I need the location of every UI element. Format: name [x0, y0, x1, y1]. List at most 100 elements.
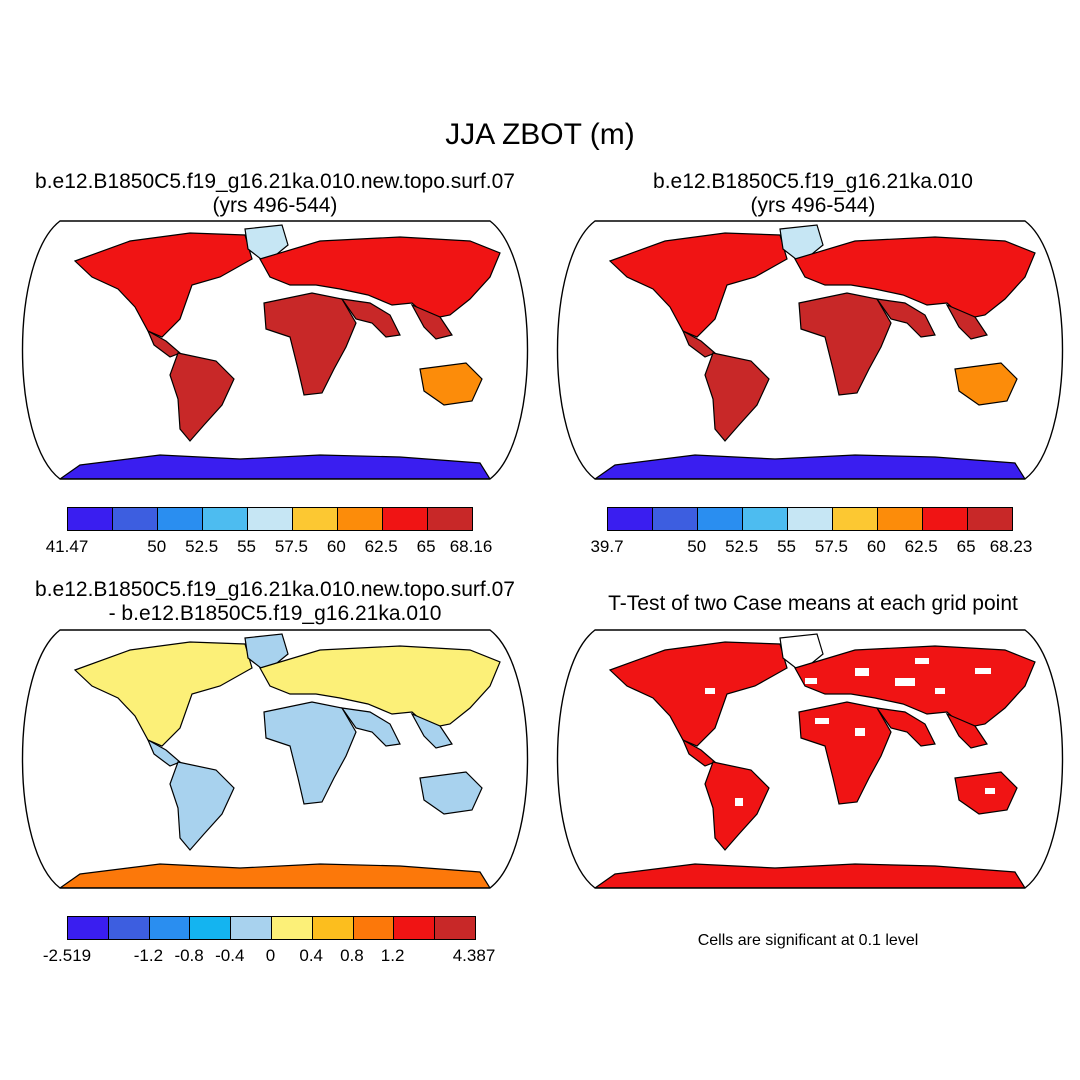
- colorbar-label: 65: [956, 537, 976, 556]
- north-america-region: [73, 232, 253, 338]
- colorbar-swatch: [190, 917, 232, 939]
- colorbar-swatch: [698, 508, 743, 530]
- colorbar-label: 0: [265, 946, 276, 965]
- panel1-title-line1: b.e12.B1850C5.f19_g16.21ka.010.new.topo.…: [35, 170, 515, 193]
- africa-region: [263, 701, 357, 805]
- antarctica-region: [58, 863, 492, 888]
- non-significant-cell: [895, 678, 915, 686]
- africa-region: [798, 701, 892, 805]
- panel1-title-line2: (yrs 496-544): [212, 194, 338, 217]
- colorbar-label: -0.8: [174, 946, 204, 965]
- colorbar-label: 57.5: [814, 537, 848, 556]
- colorbar-label: 0.4: [299, 946, 324, 965]
- panel1-title: b.e12.B1850C5.f19_g16.21ka.010.new.topo.…: [10, 170, 540, 218]
- panel3-title-line1: b.e12.B1850C5.f19_g16.21ka.010.new.topo.…: [35, 578, 515, 601]
- arabia-india-region: [875, 298, 936, 338]
- colorbar-label: 60: [326, 537, 346, 556]
- colorbar-label: 52.5: [185, 537, 219, 556]
- antarctica-region: [58, 454, 492, 479]
- colorbar-swatch: [394, 917, 436, 939]
- colorbar-label: 4.387: [452, 946, 496, 965]
- north-america-region: [73, 641, 253, 747]
- central-am-region: [681, 329, 717, 358]
- colorbar-swatch: [68, 508, 113, 530]
- colorbar-label: 62.5: [364, 537, 398, 556]
- colorbar-swatch: [353, 917, 395, 939]
- panel4-title: T-Test of two Case means at each grid po…: [608, 592, 1018, 615]
- australia-region: [419, 362, 483, 406]
- colorbar-swatch: [108, 917, 150, 939]
- colorbar-swatch: [203, 508, 248, 530]
- significance-note: Cells are significant at 0.1 level: [697, 932, 919, 949]
- panel1-map: [21, 220, 529, 480]
- se-asia-region: [945, 303, 988, 340]
- australia-region: [419, 771, 483, 815]
- panel2-title: b.e12.B1850C5.f19_g16.21ka.010 (yrs 496-…: [548, 170, 1078, 218]
- central-am-region: [146, 329, 182, 358]
- australia-region: [954, 362, 1018, 406]
- non-significant-cell: [815, 718, 829, 724]
- non-significant-cell: [975, 668, 991, 674]
- map-outline: [556, 629, 1064, 889]
- colorbar-label: 50: [147, 537, 167, 556]
- panel2-title-line2: (yrs 496-544): [750, 194, 876, 217]
- colorbar-swatch: [338, 508, 383, 530]
- colorbar-label: 52.5: [725, 537, 759, 556]
- africa-region: [798, 292, 892, 396]
- non-significant-cell: [805, 678, 817, 684]
- non-significant-cell: [855, 668, 869, 676]
- panel2-map: [556, 220, 1064, 480]
- colorbar-label: 55: [237, 537, 257, 556]
- non-significant-cell: [935, 688, 945, 694]
- north-america-region: [608, 641, 788, 747]
- colorbar-label: 55: [777, 537, 797, 556]
- colorbar-label: 0.8: [340, 946, 364, 965]
- panel2-title-line1: b.e12.B1850C5.f19_g16.21ka.010: [653, 170, 973, 193]
- colorbar-swatch: [788, 508, 833, 530]
- colorbar-swatch: [231, 917, 272, 939]
- figure-title: JJA ZBOT (m): [445, 118, 635, 151]
- non-significant-cell: [985, 788, 995, 794]
- colorbar-label: 68.16: [449, 537, 493, 556]
- central-am-region: [681, 738, 717, 767]
- panel4-map: [556, 629, 1064, 889]
- colorbar-swatch: [743, 508, 788, 530]
- central-am-region: [146, 738, 182, 767]
- panel3-title-line2: - b.e12.B1850C5.f19_g16.21ka.010: [108, 602, 442, 625]
- colorbar-swatch: [271, 917, 313, 939]
- se-asia-region: [410, 712, 453, 749]
- colorbar-label: -2.519: [42, 946, 92, 965]
- colorbar-label: -0.4: [215, 946, 245, 965]
- colorbar-swatch: [312, 917, 354, 939]
- non-significant-cell: [855, 728, 865, 736]
- panel3-colorbar: [67, 916, 476, 940]
- colorbar-swatch: [149, 917, 191, 939]
- colorbar-swatch: [383, 508, 428, 530]
- panel2-colorbar: [607, 507, 1013, 531]
- colorbar-label: 41.47: [45, 537, 89, 556]
- colorbar-label: 65: [416, 537, 436, 556]
- colorbar-swatch: [923, 508, 968, 530]
- colorbar-swatch: [833, 508, 878, 530]
- south-america-region: [704, 352, 770, 442]
- south-america-region: [169, 352, 235, 442]
- colorbar-swatch: [158, 508, 203, 530]
- colorbar-label: 39.7: [590, 537, 624, 556]
- colorbar-label: 62.5: [904, 537, 938, 556]
- colorbar-label: -1.2: [133, 946, 164, 965]
- colorbar-swatch: [428, 508, 472, 530]
- colorbar-swatch: [653, 508, 698, 530]
- colorbar-swatch: [608, 508, 653, 530]
- colorbar-label: 60: [866, 537, 886, 556]
- colorbar-swatch: [878, 508, 923, 530]
- se-asia-region: [945, 712, 988, 749]
- se-asia-region: [410, 303, 453, 340]
- colorbar-swatch: [293, 508, 338, 530]
- antarctica-region: [593, 454, 1027, 479]
- map-outline: [21, 220, 529, 480]
- panel3-map: [21, 629, 529, 889]
- arabia-india-region: [875, 707, 936, 747]
- colorbar-swatch: [435, 917, 475, 939]
- non-significant-cell: [735, 798, 743, 806]
- map-outline: [21, 629, 529, 889]
